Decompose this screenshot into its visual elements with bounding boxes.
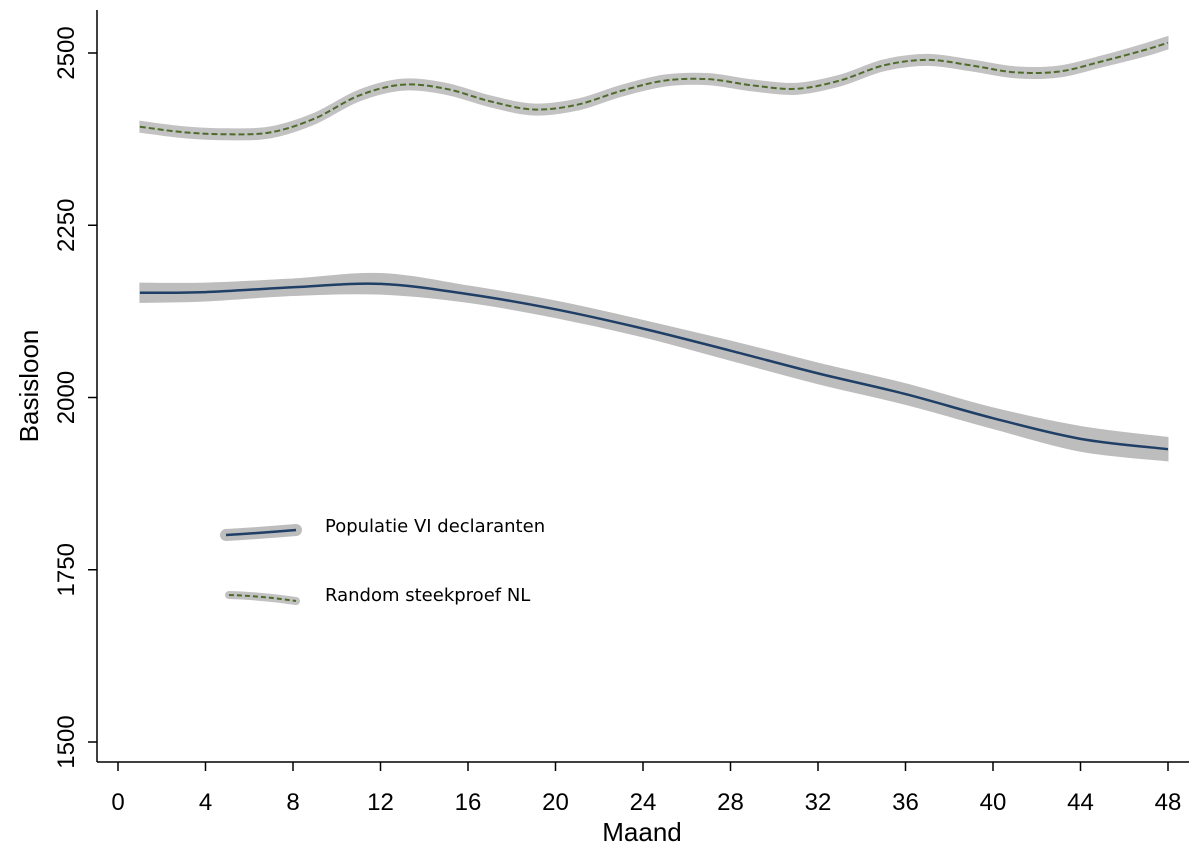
y-axis-title: Basisloon — [14, 330, 44, 443]
confidence-band-series-1 — [139, 35, 1169, 141]
series-lines — [139, 41, 1169, 451]
x-tick-label: 36 — [892, 789, 919, 816]
x-tick-label: 16 — [455, 789, 482, 816]
x-tick-label: 48 — [1155, 789, 1182, 816]
x-tick-label: 8 — [286, 789, 299, 816]
legend-label-random: Random steekproef NL — [325, 585, 530, 606]
x-tick-label: 32 — [805, 789, 832, 816]
x-axis-title: Maand — [602, 817, 682, 847]
series-line-0 — [139, 282, 1169, 451]
x-tick-label: 24 — [630, 789, 657, 816]
y-tick-label: 1750 — [53, 543, 80, 596]
x-tick-label: 4 — [199, 789, 212, 816]
legend-swatch-line-populatie — [225, 528, 297, 537]
y-tick-label: 2500 — [53, 26, 80, 79]
legend: Populatie VI declaranten Random steekpro… — [220, 516, 545, 606]
legend-swatch-line-random — [228, 594, 297, 602]
y-tick-label: 1500 — [53, 715, 80, 768]
legend-item-random: Random steekproef NL — [225, 585, 530, 606]
series-line-1 — [139, 41, 1169, 136]
x-tick-label: 44 — [1067, 789, 1094, 816]
legend-item-populatie: Populatie VI declaranten — [220, 516, 545, 541]
x-tick-label: 40 — [980, 789, 1007, 816]
y-tick-label: 2250 — [53, 199, 80, 252]
x-axis-ticks: 0 4 8 12 16 20 24 28 32 36 40 44 48 — [111, 762, 1181, 816]
x-tick-label: 0 — [111, 789, 124, 816]
x-tick-label: 20 — [542, 789, 569, 816]
confidence-bands — [139, 35, 1169, 462]
x-tick-label: 28 — [717, 789, 744, 816]
x-tick-label: 12 — [367, 789, 394, 816]
y-axis-ticks: 1500 1750 2000 2250 2500 — [53, 26, 97, 769]
confidence-band-series-0 — [139, 272, 1169, 462]
legend-label-populatie: Populatie VI declaranten — [325, 516, 545, 537]
y-tick-label: 2000 — [53, 371, 80, 424]
